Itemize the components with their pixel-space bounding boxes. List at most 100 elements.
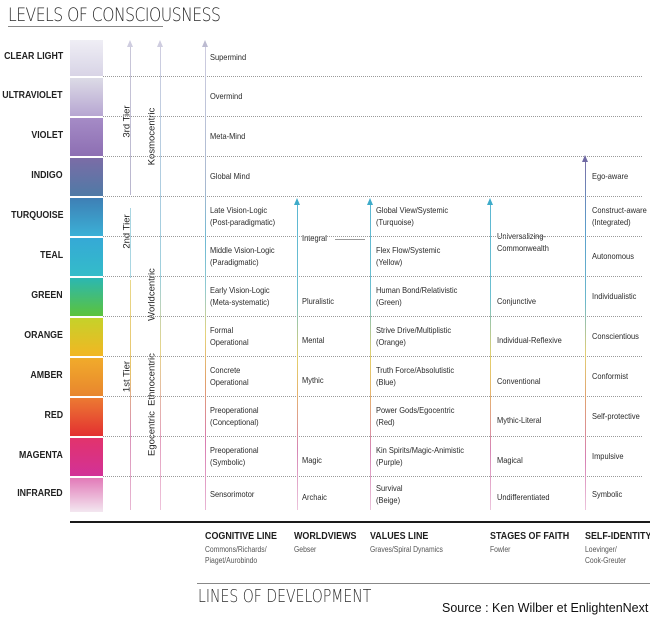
level-label: GREEN xyxy=(31,290,63,301)
cognitive-cell: Sensorimotor xyxy=(210,488,254,500)
self-identity-cell: Symbolic xyxy=(592,488,622,500)
arrow-up-icon xyxy=(487,198,493,205)
arrow-up-icon xyxy=(157,40,163,47)
development-line xyxy=(205,47,206,510)
self-identity-cell: Construct-aware (Integrated) xyxy=(592,204,647,228)
row-divider xyxy=(103,236,642,237)
development-line xyxy=(130,208,131,278)
development-line xyxy=(160,47,161,510)
arrow-up-icon xyxy=(294,198,300,205)
values-cell-line: (Red) xyxy=(376,417,395,427)
cognitive-cell-line: (Meta-systematic) xyxy=(210,297,270,307)
level-swatch xyxy=(70,198,103,236)
level-label: ORANGE xyxy=(24,330,63,341)
column-header-subtitle: Loevinger/ xyxy=(585,545,617,554)
faith-mythic-literal: Mythic-Literal xyxy=(497,415,542,425)
development-line xyxy=(370,205,371,510)
faith-magical: Magical xyxy=(497,455,523,465)
arrow-up-icon xyxy=(367,198,373,205)
self-identity-cell: Ego-aware xyxy=(592,170,628,182)
cognitive-cell: Preoperational (Conceptional) xyxy=(210,404,259,428)
column-header-subtitle: Cook-Greuter xyxy=(585,556,627,565)
level-swatch xyxy=(70,278,103,316)
values-cell: Power Gods/Egocentric (Red) xyxy=(376,404,454,428)
cognitive-cell-line: Operational xyxy=(210,337,249,347)
arrow-up-icon xyxy=(582,155,588,162)
values-cell-line: Truth Force/Absolutistic xyxy=(376,365,455,375)
centric-label-kosmocentric: Kosmocentric xyxy=(146,107,158,166)
values-cell: Flex Flow/Systemic (Yellow) xyxy=(376,244,440,268)
faith-undifferentiated: Undifferentiated xyxy=(497,492,550,502)
column-header-subtitle: Graves/Spiral Dynamics xyxy=(370,545,443,554)
self-identity-cell-line: Self-protective xyxy=(592,411,640,421)
cognitive-cell-line: Supermind xyxy=(210,52,247,62)
cognitive-cell-line: Middle Vision-Logic xyxy=(210,245,275,255)
values-cell: Strive Drive/Multiplistic (Orange) xyxy=(376,324,451,348)
level-swatch xyxy=(70,358,103,396)
self-identity-cell-line: Conformist xyxy=(592,371,629,381)
values-cell: Kin Spirits/Magic-Animistic (Purple) xyxy=(376,444,464,468)
faith-individual-reflexive: Individual-Reflexive xyxy=(497,335,562,345)
cognitive-cell-line: Preoperational xyxy=(210,405,259,415)
values-cell-line: (Green) xyxy=(376,297,402,307)
column-header-title: WORLDVIEWS xyxy=(294,530,357,542)
self-identity-cell-line: Ego-aware xyxy=(592,171,629,181)
level-label: AMBER xyxy=(30,370,63,381)
worldview-archaic: Archaic xyxy=(302,492,327,502)
values-cell-line: Kin Spirits/Magic-Animistic xyxy=(376,445,464,455)
level-label: TEAL xyxy=(40,250,63,261)
values-cell-line: Human Bond/Relativistic xyxy=(376,285,458,295)
level-swatch xyxy=(70,158,103,196)
values-cell: Human Bond/Relativistic (Green) xyxy=(376,284,457,308)
level-swatch xyxy=(70,118,103,156)
cognitive-cell-line: Meta-Mind xyxy=(210,131,246,141)
values-cell: Survival (Beige) xyxy=(376,482,403,506)
development-line xyxy=(490,205,491,510)
centric-label-worldcentric: Worldcentric xyxy=(146,268,158,321)
column-header-title: STAGES OF FAITH xyxy=(490,530,570,542)
faith-universalizing: Universalizing- Commonwealth xyxy=(497,230,549,254)
column-header-title: SELF-IDENTITY xyxy=(585,530,650,542)
level-label: ULTRAVIOLET xyxy=(2,90,63,101)
cognitive-cell: Middle Vision-Logic (Paradigmatic) xyxy=(210,244,275,268)
integral-bracket-line xyxy=(335,239,365,240)
cognitive-cell-line: Sensorimotor xyxy=(210,489,255,499)
cognitive-cell: Supermind xyxy=(210,51,246,63)
self-identity-cell-line: Impulsive xyxy=(592,451,624,461)
values-cell: Global View/Systemic (Turquoise) xyxy=(376,204,448,228)
column-header-subtitle: Commons/Richards/ xyxy=(205,545,267,554)
worldview-mental: Mental xyxy=(302,335,325,345)
self-identity-cell-line: Conscientious xyxy=(592,331,639,341)
level-swatch xyxy=(70,78,103,116)
row-divider xyxy=(103,156,642,157)
values-cell-line: (Purple) xyxy=(376,457,403,467)
row-divider xyxy=(103,476,642,477)
values-cell-line: Power Gods/Egocentric xyxy=(376,405,455,415)
cognitive-cell: Preoperational (Symbolic) xyxy=(210,444,259,468)
arrow-up-icon xyxy=(127,40,133,47)
self-identity-cell-line: Construct-aware xyxy=(592,205,647,215)
self-identity-cell: Autonomous xyxy=(592,250,634,262)
values-cell-line: Flex Flow/Systemic xyxy=(376,245,441,255)
source-credit: Source : Ken Wilber et EnlightenNext xyxy=(442,601,649,615)
level-label: VIOLET xyxy=(31,130,63,141)
level-swatch xyxy=(70,478,103,512)
self-identity-cell-line: Individualistic xyxy=(592,291,637,301)
development-line xyxy=(130,47,131,195)
level-swatch xyxy=(70,238,103,276)
cognitive-cell-line: Concrete xyxy=(210,365,241,375)
values-cell-line: (Blue) xyxy=(376,377,396,387)
row-divider xyxy=(103,196,642,197)
column-header-title: VALUES LINE xyxy=(370,530,429,542)
column-header-title: COGNITIVE LINE xyxy=(205,530,277,542)
centric-label-egocentric: Egocentric xyxy=(146,411,158,456)
arrow-up-icon xyxy=(202,40,208,47)
self-identity-cell: Impulsive xyxy=(592,450,624,462)
cognitive-cell-line: Global Mind xyxy=(210,171,250,181)
row-divider xyxy=(103,356,642,357)
title-rule xyxy=(8,26,163,27)
row-divider xyxy=(103,316,642,317)
footer-title: LINES OF DEVELOPMENT xyxy=(198,586,372,607)
baseline-rule xyxy=(70,521,650,523)
level-label: TURQUOISE xyxy=(10,210,63,221)
